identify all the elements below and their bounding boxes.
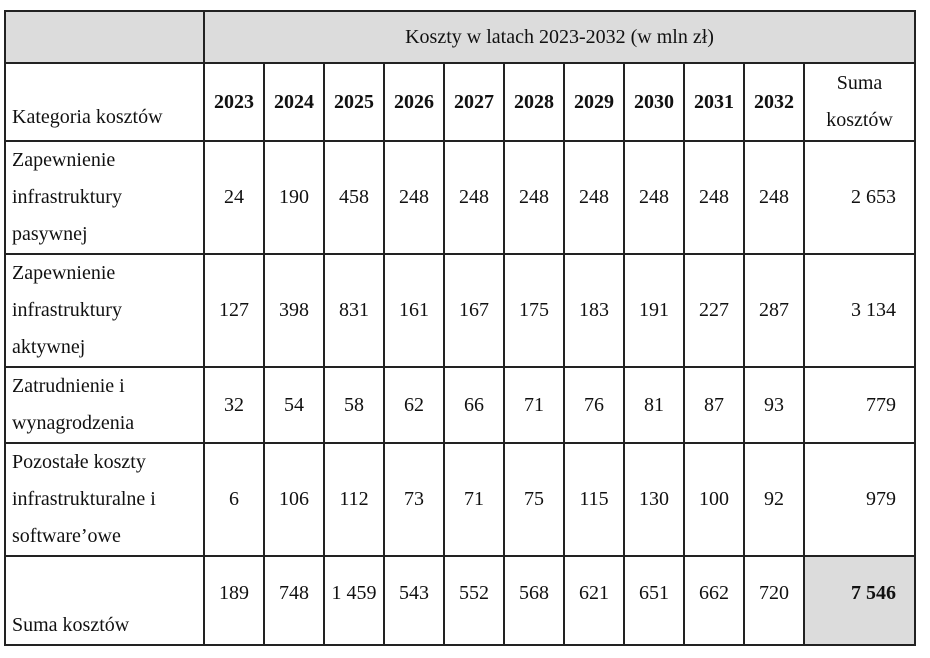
- cell-value: 662: [683, 555, 745, 646]
- column-header: 2029: [563, 62, 625, 142]
- cell-value: 191: [623, 253, 685, 368]
- column-header: 2028: [503, 62, 565, 142]
- cell-value: 189: [203, 555, 265, 646]
- cell-value: 73: [383, 442, 445, 557]
- cell-value: 93: [743, 366, 805, 444]
- row-label: Zapewnienie infrastruktury aktywnej: [4, 253, 205, 368]
- column-header: 2031: [683, 62, 745, 142]
- cell-value: 248: [743, 140, 805, 255]
- cell-value: 248: [383, 140, 445, 255]
- cell-value: 71: [443, 442, 505, 557]
- cell-value: 458: [323, 140, 385, 255]
- cell-value: 66: [443, 366, 505, 444]
- cell-value: 2 653: [802, 140, 917, 255]
- cell-value: 183: [563, 253, 625, 368]
- cell-value: 75: [503, 442, 565, 557]
- cell-value: 127: [203, 253, 265, 368]
- cost-table: Koszty w latach 2023-2032 (w mln zł) Kat…: [4, 10, 917, 646]
- table-title: Koszty w latach 2023-2032 (w mln zł): [202, 10, 917, 64]
- column-header: 2027: [443, 62, 505, 142]
- row-label: Pozostałe koszty infrastrukturalne i sof…: [4, 442, 205, 557]
- header-row: Kategoria kosztów 2023 2024 2025 2026 2027 202…: [4, 62, 917, 142]
- cell-value: 287: [743, 253, 805, 368]
- corner-cell: [4, 10, 205, 64]
- cell-value: 552: [443, 555, 505, 646]
- cell-value: 100: [683, 442, 745, 557]
- cell-value: 190: [263, 140, 325, 255]
- column-header: 2023: [203, 62, 265, 142]
- cell-value: 543: [383, 555, 445, 646]
- cell-value: 248: [443, 140, 505, 255]
- cell-value: 130: [623, 442, 685, 557]
- table-row: Zatrudnienie i wynagrodzenia 32 54 58 62 66 71…: [4, 366, 917, 444]
- cell-value: 71: [503, 366, 565, 444]
- cell-value: 248: [563, 140, 625, 255]
- column-header: 2030: [623, 62, 685, 142]
- row-label: Zatrudnienie i wynagrodzenia: [4, 366, 205, 444]
- cell-value: 87: [683, 366, 745, 444]
- column-header: 2026: [383, 62, 445, 142]
- cell-value: 248: [503, 140, 565, 255]
- cell-value: 58: [323, 366, 385, 444]
- cell-value: 621: [563, 555, 625, 646]
- cell-value: 748: [263, 555, 325, 646]
- column-header: 2032: [743, 62, 805, 142]
- column-header: 2024: [263, 62, 325, 142]
- cell-value: 106: [263, 442, 325, 557]
- row-label: Suma kosztów: [4, 555, 205, 646]
- column-header: Suma kosztów: [802, 62, 917, 142]
- title-row: Koszty w latach 2023-2032 (w mln zł): [4, 10, 917, 64]
- cell-value: 720: [743, 555, 805, 646]
- cell-value: 6: [203, 442, 265, 557]
- table-row: Zapewnienie infrastruktury pasywnej 24 190…: [4, 140, 917, 255]
- column-header: Kategoria kosztów: [4, 62, 205, 142]
- cell-value: 1 459: [323, 555, 385, 646]
- cell-value: 248: [623, 140, 685, 255]
- cell-value: 167: [443, 253, 505, 368]
- cell-value: 76: [563, 366, 625, 444]
- cell-value: 24: [203, 140, 265, 255]
- cell-value: 112: [323, 442, 385, 557]
- cell-value: 7 546: [802, 555, 917, 646]
- cell-value: 831: [323, 253, 385, 368]
- cell-value: 54: [263, 366, 325, 444]
- cell-value: 3 134: [802, 253, 917, 368]
- cell-value: 398: [263, 253, 325, 368]
- cell-value: 62: [383, 366, 445, 444]
- table-row: Pozostałe koszty infrastrukturalne i sof…: [4, 442, 917, 557]
- column-header: 2025: [323, 62, 385, 142]
- table-row: Zapewnienie infrastruktury aktywnej 127 39…: [4, 253, 917, 368]
- cell-value: 115: [563, 442, 625, 557]
- cell-value: 81: [623, 366, 685, 444]
- cell-value: 175: [503, 253, 565, 368]
- row-label: Zapewnienie infrastruktury pasywnej: [4, 140, 205, 255]
- cell-value: 227: [683, 253, 745, 368]
- cell-value: 161: [383, 253, 445, 368]
- cell-value: 248: [683, 140, 745, 255]
- cell-value: 32: [203, 366, 265, 444]
- cell-value: 92: [743, 442, 805, 557]
- cell-value: 779: [802, 366, 917, 444]
- table-row: Suma kosztów 189 748 1 459 543 552 568 621 651 66…: [4, 555, 917, 646]
- cell-value: 568: [503, 555, 565, 646]
- cell-value: 979: [802, 442, 917, 557]
- cell-value: 651: [623, 555, 685, 646]
